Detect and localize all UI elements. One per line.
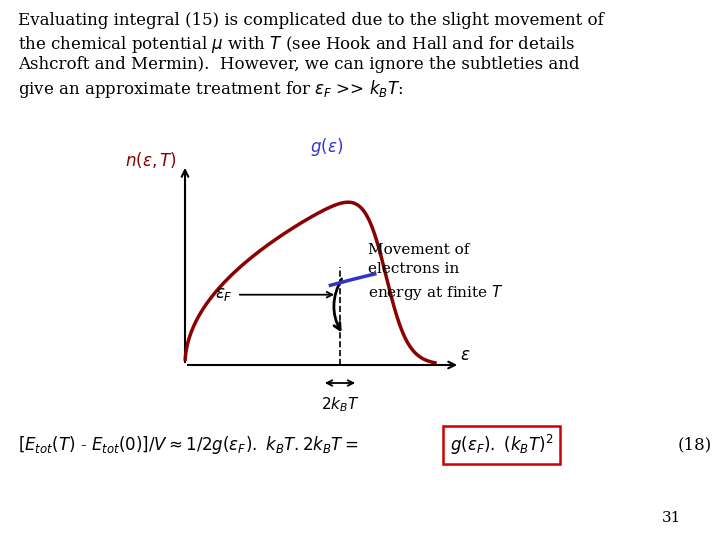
Text: Evaluating integral (15) is complicated due to the slight movement of: Evaluating integral (15) is complicated …: [18, 12, 604, 29]
Text: $\varepsilon$: $\varepsilon$: [460, 347, 470, 363]
Text: $\varepsilon_F$: $\varepsilon_F$: [215, 286, 233, 303]
Text: $g(\varepsilon)$: $g(\varepsilon)$: [310, 136, 343, 158]
Text: the chemical potential $\mu$ with $T$ (see Hook and Hall and for details: the chemical potential $\mu$ with $T$ (s…: [18, 34, 575, 55]
Text: $n(\varepsilon,T)$: $n(\varepsilon,T)$: [125, 150, 177, 170]
Text: $[E_{tot}(T)$ - $E_{tot}(0)]/V \approx 1/2g(\varepsilon_F).\ k_BT.2k_BT =$: $[E_{tot}(T)$ - $E_{tot}(0)]/V \approx 1…: [18, 434, 359, 456]
Text: (18): (18): [678, 436, 712, 454]
Text: Movement of
electrons in
energy at finite $T$: Movement of electrons in energy at finit…: [368, 243, 504, 302]
Text: 31: 31: [662, 511, 682, 525]
Text: $2k_BT$: $2k_BT$: [320, 395, 359, 414]
Text: Ashcroft and Mermin).  However, we can ignore the subtleties and: Ashcroft and Mermin). However, we can ig…: [18, 56, 580, 73]
Text: $g(\varepsilon_F).\ (k_BT)^2$: $g(\varepsilon_F).\ (k_BT)^2$: [450, 433, 553, 457]
Text: give an approximate treatment for $\varepsilon_F$ >> $k_B T$:: give an approximate treatment for $\vare…: [18, 78, 403, 100]
